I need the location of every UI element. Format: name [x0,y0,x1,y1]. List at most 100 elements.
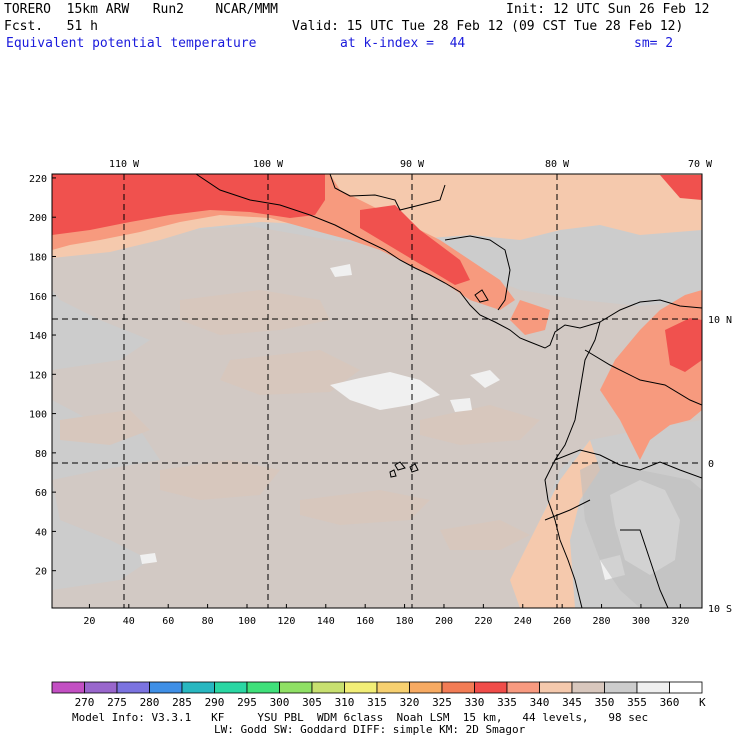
colorbar-box [441,681,475,694]
colorbar: 270 275 280 285 290 295 300 305 310 315 320 325 330 3… [51,681,706,709]
field-335k-ven [665,318,702,372]
field-name: Equivalent potential temperature [6,36,257,51]
x-tick-label: 280 [593,616,611,627]
colorbar-label: 270 [75,696,95,709]
lat-label: 0 [708,459,714,470]
x-tick-label: 160 [356,616,374,627]
smoothing: sm= 2 [634,36,674,51]
x-tick-label: 260 [553,616,571,627]
colorbar-box [149,681,183,694]
field-335k-col [510,300,550,335]
y-tick-label: 60 [35,488,47,499]
colorbar-box [636,681,670,694]
lon-label: 100 W [253,159,284,170]
colorbar-label: 350 [595,696,615,709]
x-tick-label: 100 [238,616,256,627]
colorbar-label: 305 [302,696,322,709]
colorbar-label: 310 [335,696,355,709]
colorbar-box [571,681,605,694]
theta-e-field [52,174,702,608]
x-tick-label: 200 [435,616,453,627]
colorbar-label: 285 [172,696,192,709]
colorbar-box [214,681,248,694]
init-time: Init: 12 UTC Sun 26 Feb 12 [506,2,710,17]
colorbar-label: 330 [465,696,485,709]
x-tick-label: 320 [671,616,689,627]
colorbar-box [311,681,345,694]
colorbar-label: 280 [140,696,160,709]
colorbar-box [604,681,638,694]
colorbar-label: 355 [627,696,647,709]
x-tick-label: 120 [277,616,295,627]
colorbar-label: 345 [562,696,582,709]
field-335k-nw [660,175,702,200]
colorbar-label: 315 [367,696,387,709]
lon-labels: 110 W 100 W 90 W 80 W 70 W [109,159,713,170]
colorbar-box [51,681,85,694]
lon-label: 90 W [400,159,425,170]
colorbar-label: 335 [497,696,517,709]
colorbar-box [116,681,150,694]
y-tick-label: 220 [29,174,47,185]
y-tick-label: 40 [35,527,47,538]
model-info: Model Info: V3.3.1 KF YSU PBL WDM 6class… [72,711,649,724]
lon-label: 110 W [109,159,140,170]
x-tick-label: 80 [202,616,214,627]
forecast-hour: Fcst. 51 h [4,19,98,34]
colorbar-label: 275 [107,696,127,709]
x-tick-label: 140 [317,616,335,627]
x-tick-label: 300 [632,616,650,627]
colorbar-label: 360 [660,696,680,709]
colorbar-box [506,681,540,694]
lat-label: 10 S [708,604,732,615]
field-340k-coast [510,440,600,608]
colorbar-box [344,681,378,694]
colorbar-box [376,681,410,694]
y-tick-label: 120 [29,370,47,381]
y-tick-label: 200 [29,213,47,224]
x-tick-label: 20 [83,616,95,627]
colorbar-box [539,681,573,694]
field-335k-cam [360,205,470,285]
colorbar-box [474,681,508,694]
colorbar-label: 325 [432,696,452,709]
colorbar-label: 340 [530,696,550,709]
level-index: at k-index = 44 [340,36,466,51]
colorbar-box [84,681,118,694]
x-tick-label: 60 [162,616,174,627]
x-tick-label: 40 [123,616,135,627]
colorbar-box [279,681,313,694]
colorbar-label: 290 [205,696,225,709]
y-axis-ticks: 20 40 60 80 100 120 140 160 180 200 220 [29,174,56,578]
y-tick-label: 180 [29,252,47,263]
colorbar-label: 295 [237,696,257,709]
lon-label: 70 W [688,159,713,170]
y-tick-label: 140 [29,331,47,342]
y-tick-label: 100 [29,410,47,421]
colorbar-label: 300 [270,696,290,709]
coastlines [195,174,702,608]
y-tick-label: 160 [29,292,47,303]
lat-labels: 10 N 0 10 S [708,315,732,615]
y-tick-label: 80 [35,449,47,460]
x-axis-ticks: 20 40 60 80 100 120 140 160 180 200 220 240 260 280 30… [83,604,689,627]
y-tick-label: 20 [35,567,47,578]
valid-time: Valid: 15 UTC Tue 28 Feb 12 (09 CST Tue … [292,19,684,34]
colorbar-label: 320 [400,696,420,709]
plot-frame [51,173,703,609]
colorbar-box [246,681,280,694]
model-title: TORERO 15km ARW Run2 NCAR/MMM [4,2,278,17]
physics-info: LW: Godd SW: Goddard DIFF: simple KM: 2D… [214,723,526,736]
x-tick-label: 180 [396,616,414,627]
colorbar-unit: K [699,696,706,709]
colorbar-box [409,681,443,694]
x-tick-label: 240 [514,616,532,627]
lat-label: 10 N [708,315,732,326]
field-335k-top [52,174,325,235]
colorbar-box [669,681,703,694]
graticule [52,174,702,608]
colorbar-box [181,681,215,694]
lon-label: 80 W [545,159,570,170]
x-tick-label: 220 [474,616,492,627]
